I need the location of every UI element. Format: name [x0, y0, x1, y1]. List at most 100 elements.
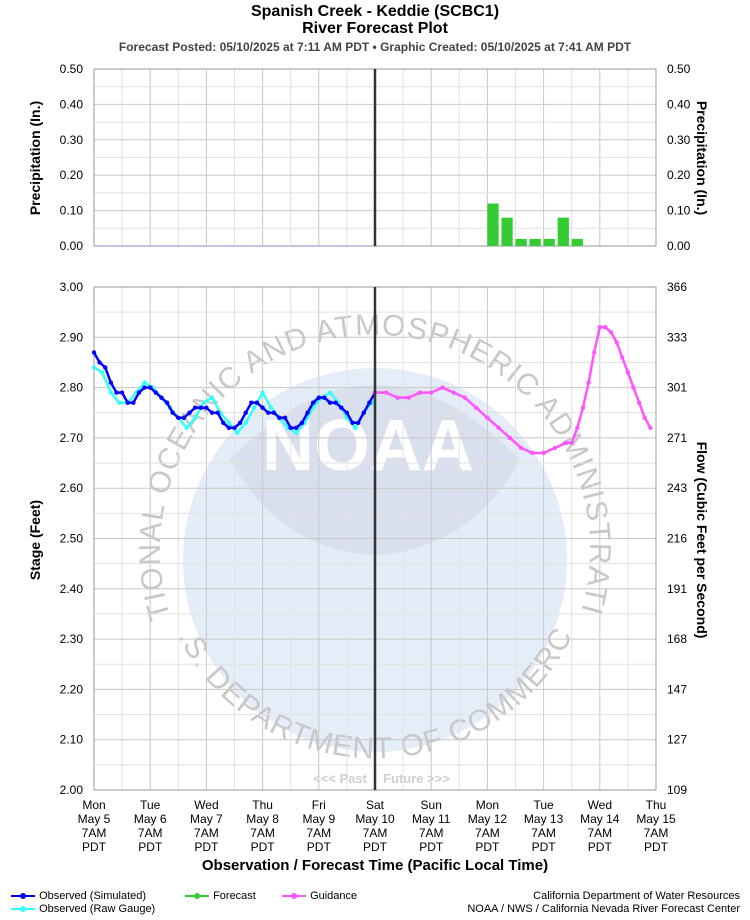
series-point — [417, 390, 423, 395]
series-point — [603, 325, 608, 330]
future-label: Future >>> — [383, 771, 450, 786]
series-point — [142, 385, 147, 390]
legend-label: Guidance — [310, 890, 358, 903]
x-tick-label: 7AM — [194, 826, 219, 840]
series-point — [192, 415, 198, 420]
series-point — [361, 410, 366, 415]
series-point — [288, 425, 293, 431]
legend-label: Forecast — [213, 890, 256, 903]
x-tick-label: Sun — [421, 798, 442, 812]
stage-tick: 2.60 — [60, 481, 84, 495]
series-point — [350, 420, 355, 426]
series-point — [226, 420, 232, 426]
flow-tick: 127 — [667, 733, 687, 747]
series-point — [333, 400, 338, 405]
series-point — [114, 390, 119, 395]
x-tick-label: May 14 — [580, 812, 620, 826]
x-tick-label: Fri — [312, 798, 326, 812]
stage-tick: 2.80 — [60, 381, 84, 395]
series-point — [327, 390, 333, 395]
series-point — [367, 400, 372, 405]
series-point — [142, 380, 147, 385]
precip-axis-label-left: Precipitation (In.) — [27, 101, 43, 215]
x-tick-label: Thu — [646, 798, 667, 812]
series-point — [108, 380, 114, 385]
precip-forecast-bar — [487, 203, 499, 246]
series-point — [620, 355, 625, 360]
x-tick-label: 7AM — [363, 826, 388, 840]
series-point — [648, 425, 653, 431]
x-tick-label: Mon — [476, 798, 499, 812]
x-tick-label: PDT — [307, 840, 332, 854]
x-tick-label: May 13 — [524, 812, 564, 826]
series-point — [103, 365, 108, 370]
legend-swatch — [185, 893, 209, 900]
series-point — [575, 425, 580, 431]
x-tick-label: 7AM — [306, 826, 331, 840]
series-point — [395, 395, 400, 400]
series-point — [642, 415, 647, 420]
legend-label: Observed (Raw Gauge) — [39, 903, 156, 916]
series-point — [117, 400, 122, 405]
series-point — [518, 445, 524, 451]
series-point — [164, 400, 170, 405]
x-axis-label: Observation / Forecast Time (Pacific Loc… — [202, 857, 548, 874]
series-point — [294, 425, 299, 431]
x-tick-label: Mon — [82, 798, 105, 812]
x-tick-label: May 5 — [78, 812, 111, 826]
series-point — [462, 395, 468, 400]
legend-label: Observed (Simulated) — [39, 890, 147, 903]
series-point — [569, 440, 574, 446]
legend-observed-raw: Observed (Raw Gauge) — [10, 903, 155, 915]
x-tick-label: 7AM — [644, 826, 669, 840]
series-point — [496, 425, 501, 431]
precip-forecast-bar — [529, 238, 541, 246]
precip-tick-right: 0.20 — [667, 168, 691, 182]
legend-swatch — [11, 893, 35, 900]
series-point — [530, 450, 535, 456]
river-forecast-plot: NOAA NATIONAL OCEANIC AND ATMOSPHERIC AD… — [0, 0, 710, 874]
series-point — [209, 410, 215, 415]
series-point — [271, 410, 277, 415]
legend-swatch — [282, 893, 306, 900]
series-point — [119, 390, 125, 395]
series-point — [294, 430, 299, 436]
series-point — [614, 340, 619, 345]
series-point — [131, 400, 136, 405]
series-point — [260, 405, 265, 410]
flow-tick: 168 — [667, 632, 687, 646]
flow-tick: 191 — [667, 582, 687, 596]
flow-tick: 301 — [667, 381, 687, 395]
x-tick-label: Wed — [588, 798, 612, 812]
x-tick-label: 7AM — [475, 826, 500, 840]
series-point — [327, 400, 333, 405]
series-point — [552, 445, 558, 451]
series-point — [221, 420, 226, 426]
stage-series — [91, 325, 653, 456]
posting-info: Forecast Posted: 05/10/2025 at 7:11 AM P… — [118, 40, 632, 54]
flow-tick: 333 — [667, 330, 687, 344]
precip-forecast-bar — [501, 217, 513, 246]
legend-guidance: Guidance — [281, 890, 357, 902]
precip-tick-right: 0.10 — [667, 204, 691, 218]
x-tick-label: PDT — [588, 840, 613, 854]
stage-tick: 2.40 — [60, 582, 84, 596]
x-tick-label: 7AM — [419, 826, 444, 840]
x-tick-label: 7AM — [250, 826, 275, 840]
series-point — [215, 410, 220, 415]
flow-tick: 366 — [667, 280, 687, 294]
series-point — [608, 330, 614, 335]
series-point — [91, 365, 97, 370]
series-point — [339, 405, 344, 410]
series-point — [277, 415, 282, 420]
series-point — [591, 350, 597, 355]
flow-tick: 271 — [667, 431, 687, 445]
series-point — [176, 415, 181, 420]
series-point — [226, 425, 232, 431]
credit-dwr: California Department of Water Resources — [533, 890, 740, 902]
precip-forecast-bar — [543, 238, 555, 246]
stage-tick: 3.00 — [60, 280, 84, 294]
x-tick-label: May 9 — [302, 812, 335, 826]
series-point — [597, 325, 602, 330]
series-point — [429, 390, 434, 395]
